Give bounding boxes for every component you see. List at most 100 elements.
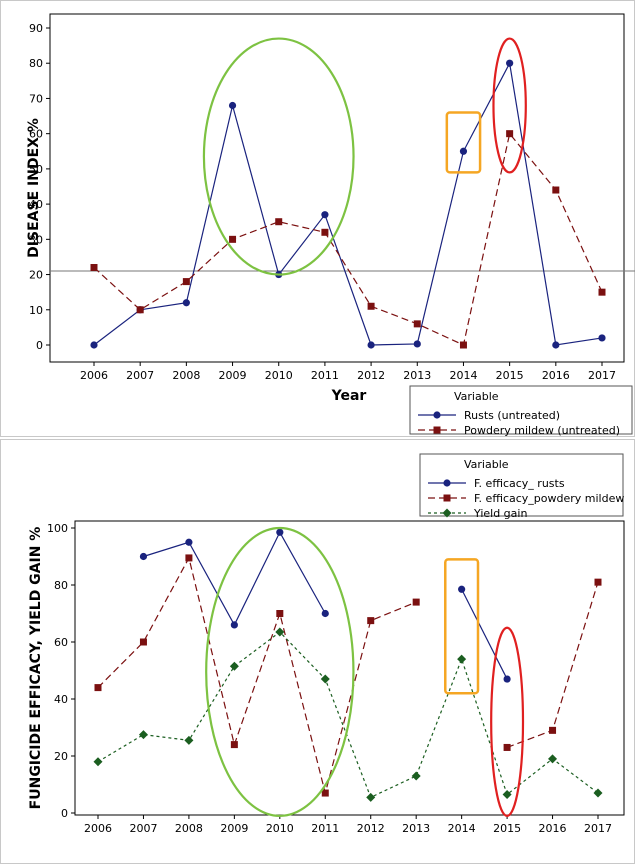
legend-box [409,385,633,435]
data-point [598,334,606,342]
data-point [276,528,284,536]
y-tick-label: 50 [29,163,43,176]
x-tick-label: 2015 [496,369,524,382]
data-point [94,684,102,692]
y-tick-label: 40 [54,693,68,706]
data-point [506,130,514,138]
x-tick-label: 2008 [172,369,200,382]
data-point [228,101,237,110]
data-point [230,741,238,749]
x-tick-label: 2014 [449,369,477,382]
x-tick-label: 2007 [129,822,157,835]
x-tick-label: 2014 [448,822,476,835]
data-point [230,621,238,629]
legend-label: F. efficacy_ rusts [474,477,565,490]
data-point [552,341,560,349]
data-point [182,278,190,286]
data-point [139,638,147,646]
highlight-ellipse [202,37,355,276]
x-tick-label: 2017 [584,822,612,835]
highlight-box [444,558,480,695]
data-point [413,340,421,348]
x-tick-label: 2010 [265,369,293,382]
legend: Variable F. efficacy_ rusts F. efficacy_po… [419,453,624,520]
y-tick-label: 70 [29,92,43,105]
data-point [321,609,329,618]
series-line [461,589,508,680]
data-point [90,264,98,272]
data-point [549,726,557,734]
x-tick-label: 2007 [126,369,154,382]
data-point [275,218,283,226]
chart-disease-index-svg: 0 10 20 30 40 50 60 70 80 90 2006 2007 2008 2009 2010 2… [0,0,635,437]
data-point [412,598,420,606]
chart-fungicide-efficacy-svg: 0 20 40 60 80 100 2006 2007 2008 2009 2010 2011 2012… [0,439,635,864]
data-point [367,617,375,625]
data-point [459,147,468,155]
data-point [594,578,602,586]
plot-area [49,13,625,363]
x-tick-label: 2009 [220,822,248,835]
data-point [185,554,193,562]
highlight-ellipse [490,626,525,817]
data-point [90,341,98,349]
x-tick-label: 2006 [80,369,108,382]
legend-title: Variable [454,390,499,403]
data-point [411,771,421,781]
data-point [321,211,329,219]
data-point [229,661,239,671]
x-tick-label: 2012 [357,822,385,835]
y-tick-label: 10 [29,304,43,317]
y-tick-label: 60 [54,636,68,649]
series-line [93,61,603,346]
x-tick-label: 2011 [311,369,339,382]
data-point [366,792,376,802]
data-point [503,743,511,751]
highlight-ellipse [492,37,527,174]
legend-marker [443,479,451,487]
data-point [276,610,284,617]
legend-marker [433,411,441,419]
data-point [93,757,103,767]
data-point [182,299,190,307]
x-tick-label: 2012 [357,369,385,382]
data-point [457,654,467,664]
y-tick-label: 30 [29,233,43,246]
data-point [593,788,603,798]
data-point [139,552,148,561]
y-axis-title: DISEASE INDEX % [26,118,42,258]
x-tick-label: 2016 [539,822,567,835]
chart-frame [0,0,635,437]
data-point [367,341,375,349]
x-tick-label: 2010 [266,822,294,835]
series-2 [90,130,606,349]
series-line [93,132,603,346]
y-tick-label: 0 [36,339,43,352]
data-point [184,735,194,745]
data-point [552,186,560,194]
data-point [367,302,375,310]
chart-fungicide-efficacy: 0 20 40 60 80 100 2006 2007 2008 2009 2010 2011 2012… [0,439,635,864]
x-tick-label: 2013 [402,822,430,835]
legend-label: F. efficacy_powdery mildew [474,492,624,505]
data-point [321,228,329,236]
y-tick-label: 60 [29,128,43,141]
data-point [598,288,606,296]
x-tick-label: 2016 [542,369,570,382]
series-line [97,631,599,799]
highlight-box [445,111,482,174]
y-tick-label: 40 [29,198,43,211]
x-tick-label: 2011 [311,822,339,835]
y-tick-label: 80 [54,579,68,592]
data-point [413,320,421,328]
data-point [185,538,193,546]
legend-label: Powdery mildew (untreated) [464,424,620,437]
data-point [548,754,558,764]
series-line [97,556,417,796]
y-tick-label: 90 [29,22,43,35]
data-point [136,306,144,314]
data-point [275,627,285,637]
highlight-ellipse [205,526,355,817]
data-point [459,341,467,349]
y-tick-label: 20 [29,269,43,282]
